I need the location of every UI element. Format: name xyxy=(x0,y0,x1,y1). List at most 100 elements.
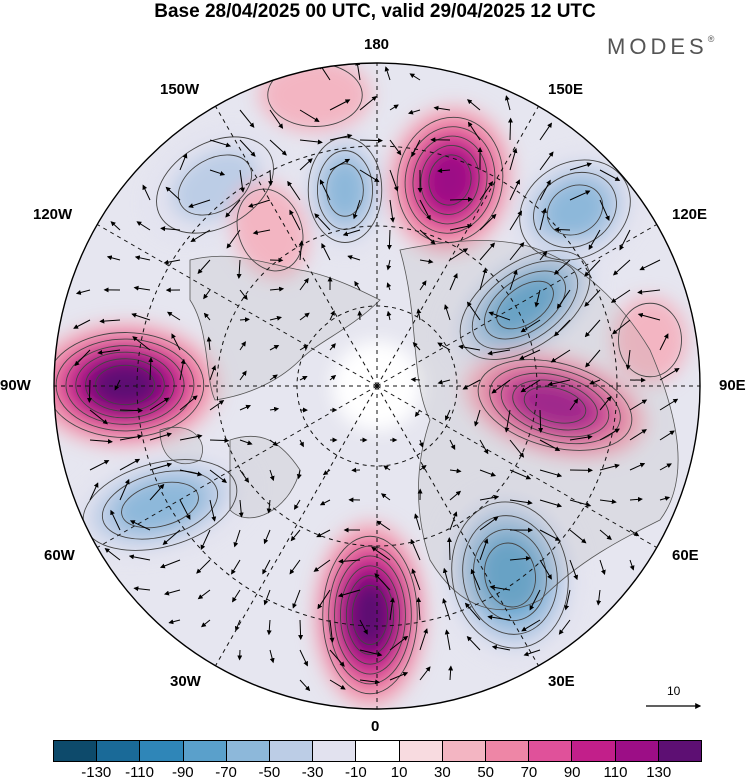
contour-line xyxy=(396,116,504,244)
wind-vector xyxy=(410,538,421,561)
colorbar-segment xyxy=(183,741,227,761)
wind-vector xyxy=(639,259,661,271)
wind-vector xyxy=(129,520,151,531)
wind-vector xyxy=(89,482,99,501)
wind-vector xyxy=(407,109,421,115)
anomaly-blob xyxy=(479,536,541,614)
wind-vector xyxy=(299,344,309,351)
wind-vector xyxy=(464,602,481,621)
meridian-line xyxy=(376,385,539,666)
wind-vector xyxy=(629,529,640,537)
wind-vector xyxy=(509,499,533,505)
wind-vector xyxy=(504,95,511,111)
lon-label-60w: 60W xyxy=(44,547,75,564)
contour-line xyxy=(477,359,633,451)
wind-vector xyxy=(449,511,458,531)
wind-vector xyxy=(299,109,320,122)
wind-vector xyxy=(521,619,541,632)
contour-line xyxy=(412,135,488,225)
wind-vector xyxy=(289,209,301,231)
wind-vector xyxy=(239,439,253,446)
contour-line xyxy=(512,379,598,431)
wind-vector xyxy=(266,499,272,514)
wind-vector xyxy=(133,285,151,291)
wind-vector xyxy=(409,73,421,81)
wind-vector xyxy=(329,158,351,171)
wind-vector xyxy=(298,240,304,261)
wind-vector xyxy=(262,559,271,575)
wind-vector xyxy=(110,221,121,231)
wind-vector xyxy=(338,558,361,564)
wind-vector xyxy=(239,139,256,157)
wind-vector xyxy=(119,434,143,441)
colorbar-segment xyxy=(658,741,702,761)
wind-vector xyxy=(437,168,451,174)
wind-vector xyxy=(629,429,647,441)
wind-vector xyxy=(569,190,591,201)
logo-mark: ® xyxy=(707,34,715,44)
lon-label-0: 0 xyxy=(371,718,380,735)
wind-vector xyxy=(629,462,646,471)
wind-vector xyxy=(347,255,361,261)
modes-logo: MODES® xyxy=(607,34,714,60)
wind-vector xyxy=(539,179,551,201)
wind-vector xyxy=(131,312,151,321)
wind-vector xyxy=(389,169,399,192)
wind-vector xyxy=(269,649,275,664)
wind-vector xyxy=(290,529,301,542)
wind-vector xyxy=(470,568,481,591)
meridian-line xyxy=(97,224,378,387)
wind-vector xyxy=(659,368,680,381)
wind-vector xyxy=(509,210,523,231)
wind-vector xyxy=(238,499,244,518)
contour-line xyxy=(484,270,566,340)
wind-vector xyxy=(419,280,427,291)
wind-vector xyxy=(239,370,247,381)
colorbar-tick-label: -30 xyxy=(301,764,324,781)
wind-vector xyxy=(449,248,469,261)
wind-vector xyxy=(442,598,451,621)
wind-vector xyxy=(74,349,91,367)
wind-vector xyxy=(359,649,383,657)
wind-vector xyxy=(625,349,631,371)
wind-vector xyxy=(164,589,181,596)
wind-vector xyxy=(119,478,130,501)
contour-line xyxy=(500,372,610,438)
wind-vector xyxy=(569,559,579,581)
meridian-line xyxy=(376,385,657,548)
wind-vector xyxy=(299,375,308,381)
colorbar-tick-label: -50 xyxy=(258,764,281,781)
wind-vector xyxy=(86,379,92,403)
contour-line xyxy=(236,188,304,272)
wind-vector xyxy=(317,589,331,610)
wind-vector xyxy=(316,529,331,538)
wind-vector xyxy=(263,529,271,545)
wind-vector xyxy=(359,138,383,144)
wind-vector xyxy=(209,400,225,411)
wind-vector xyxy=(179,469,203,477)
wind-vector xyxy=(553,259,571,275)
wind-vector xyxy=(599,428,620,441)
wind-vector xyxy=(163,259,181,265)
contour-line xyxy=(462,515,558,635)
wind-vector xyxy=(389,104,399,111)
colorbar-tick-label: -70 xyxy=(215,764,237,781)
wind-vector xyxy=(419,465,427,471)
wind-vector xyxy=(166,311,181,321)
wind-vector xyxy=(659,496,671,501)
wind-vector xyxy=(319,499,331,506)
contour-line xyxy=(496,280,554,330)
wind-vector xyxy=(416,597,422,621)
wind-vector xyxy=(299,679,311,692)
contour-line xyxy=(420,145,480,215)
wind-vector xyxy=(599,499,617,505)
wind-vector xyxy=(104,547,121,561)
wind-vector xyxy=(547,379,571,387)
colorbar-segment xyxy=(270,741,314,761)
wind-vector xyxy=(225,199,241,218)
wind-vector xyxy=(449,196,473,202)
wind-vector xyxy=(119,458,141,471)
contour-line xyxy=(75,351,175,419)
wind-vector xyxy=(584,319,601,338)
